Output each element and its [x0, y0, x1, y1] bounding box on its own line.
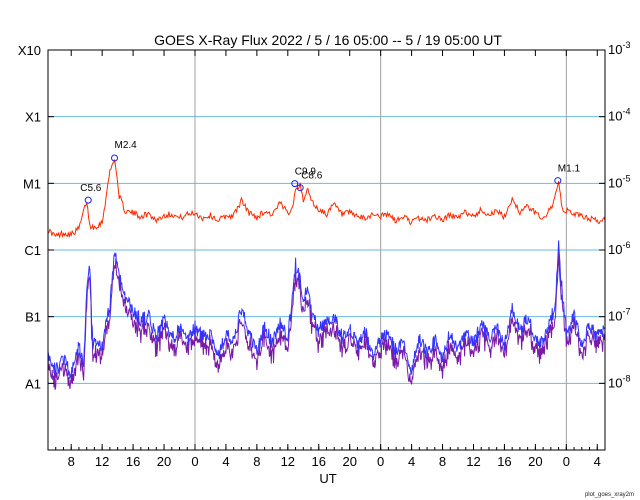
- flare-label: M1.1: [558, 164, 581, 175]
- x-tick-label: 8: [439, 454, 446, 469]
- y-tick-label-right: 10-7: [608, 307, 630, 324]
- x-tick-label: 4: [222, 454, 229, 469]
- x-tick-label: 16: [497, 454, 511, 469]
- x-tick-label: 20: [528, 454, 542, 469]
- y-tick-label-left: B1: [25, 310, 41, 325]
- flare-marker: [296, 184, 304, 192]
- flare-marker: [554, 177, 562, 185]
- series-long: [47, 159, 606, 239]
- flare-marker: [111, 154, 119, 162]
- y-tick-label-right: 10-5: [608, 173, 630, 190]
- series-line-short-secondary: [47, 251, 606, 390]
- x-tick-label: 8: [253, 454, 260, 469]
- y-tick-label-right: 10-8: [608, 373, 630, 390]
- flare-marker: [84, 196, 92, 204]
- x-tick-label: 4: [594, 454, 601, 469]
- flare-markers: C5.6 M2.4 C9.9C8.6 M1.1: [80, 140, 581, 204]
- x-tick-label: 12: [95, 454, 109, 469]
- flare-marker: [291, 180, 299, 188]
- y-tick-label-right: 10-3: [608, 40, 630, 57]
- x-tick-label: 20: [342, 454, 356, 469]
- x-tick-label: 16: [312, 454, 326, 469]
- y-tick-label-right: 10-4: [608, 107, 630, 124]
- y-tick-label-right: 10-6: [608, 240, 630, 257]
- x-tick-label: 12: [281, 454, 295, 469]
- flare-label: M2.4: [115, 140, 138, 151]
- x-tick-label: 20: [157, 454, 171, 469]
- y-tick-label-left: M1: [23, 176, 41, 191]
- x-tick-label: 12: [466, 454, 480, 469]
- x-tick-label: 16: [126, 454, 140, 469]
- x-tick-label: 0: [563, 454, 570, 469]
- y-tick-label-left: X10: [18, 43, 41, 58]
- x-tick-label: 8: [68, 454, 75, 469]
- y-tick-label-left: C1: [24, 243, 41, 258]
- grid: [48, 50, 605, 450]
- flare-label: C9.9: [295, 167, 317, 178]
- footer-label: plot_goes_xray2m: [585, 492, 634, 498]
- flare-label: C8.6: [301, 171, 323, 182]
- y-tick-label-left: X1: [25, 110, 41, 125]
- series-short: [47, 240, 606, 390]
- x-axis-label: UT: [319, 471, 336, 486]
- series-line-short: [47, 240, 606, 379]
- x-tick-label: 0: [191, 454, 198, 469]
- chart-title: GOES X-Ray Flux 2022 / 5 / 16 05:00 -- 5…: [154, 32, 502, 48]
- flare-label: C5.6: [80, 183, 102, 194]
- y-tick-label-left: A1: [25, 376, 41, 391]
- x-tick-label: 0: [377, 454, 384, 469]
- y-axis-left: X10 X1 M1 C1 B1 A1: [18, 43, 54, 391]
- x-axis: 8 12 16 20 0 4 8 12 16 20 0 4 8 12 16 20 0 4: [55, 50, 601, 469]
- x-tick-label: 4: [408, 454, 415, 469]
- series-line-long: [47, 159, 606, 239]
